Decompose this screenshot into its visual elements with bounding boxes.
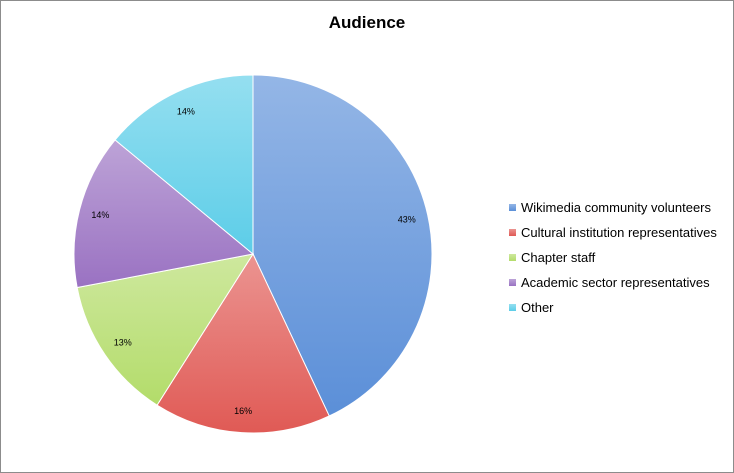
legend-swatch: [509, 304, 516, 311]
legend-item-wikimedia-community-volunteers: Wikimedia community volunteers: [509, 195, 717, 220]
legend-label: Wikimedia community volunteers: [521, 200, 712, 215]
legend-item-other: Other: [509, 295, 717, 320]
legend: Wikimedia community volunteers Cultural …: [509, 195, 717, 320]
legend-item-academic-sector-representatives: Academic sector representatives: [509, 270, 717, 295]
slice-label-1: 16%: [234, 406, 252, 416]
legend-item-cultural-institution-representatives: Cultural institution representatives: [509, 220, 717, 245]
pie-slice-2: [76, 253, 255, 406]
pie-slice-1: [156, 252, 330, 434]
slice-label-4: 14%: [177, 107, 195, 117]
legend-label: Cultural institution representatives: [521, 225, 717, 240]
legend-swatch: [509, 254, 516, 261]
slice-label-2: 13%: [114, 338, 132, 348]
legend-swatch: [509, 279, 516, 286]
chart-title: Audience: [328, 13, 406, 32]
pie-slice-4: [114, 74, 254, 256]
legend-swatch: [509, 229, 516, 236]
pie-slice-3: [73, 139, 255, 289]
legend-label: Other: [521, 300, 554, 315]
legend-label: Chapter staff: [521, 250, 596, 265]
pie-slice-0: [252, 74, 433, 417]
legend-label: Academic sector representatives: [521, 275, 710, 290]
legend-item-chapter-staff: Chapter staff: [509, 245, 717, 270]
legend-swatch: [509, 204, 516, 211]
slice-label-3: 14%: [91, 210, 109, 220]
slice-label-0: 43%: [398, 215, 416, 225]
